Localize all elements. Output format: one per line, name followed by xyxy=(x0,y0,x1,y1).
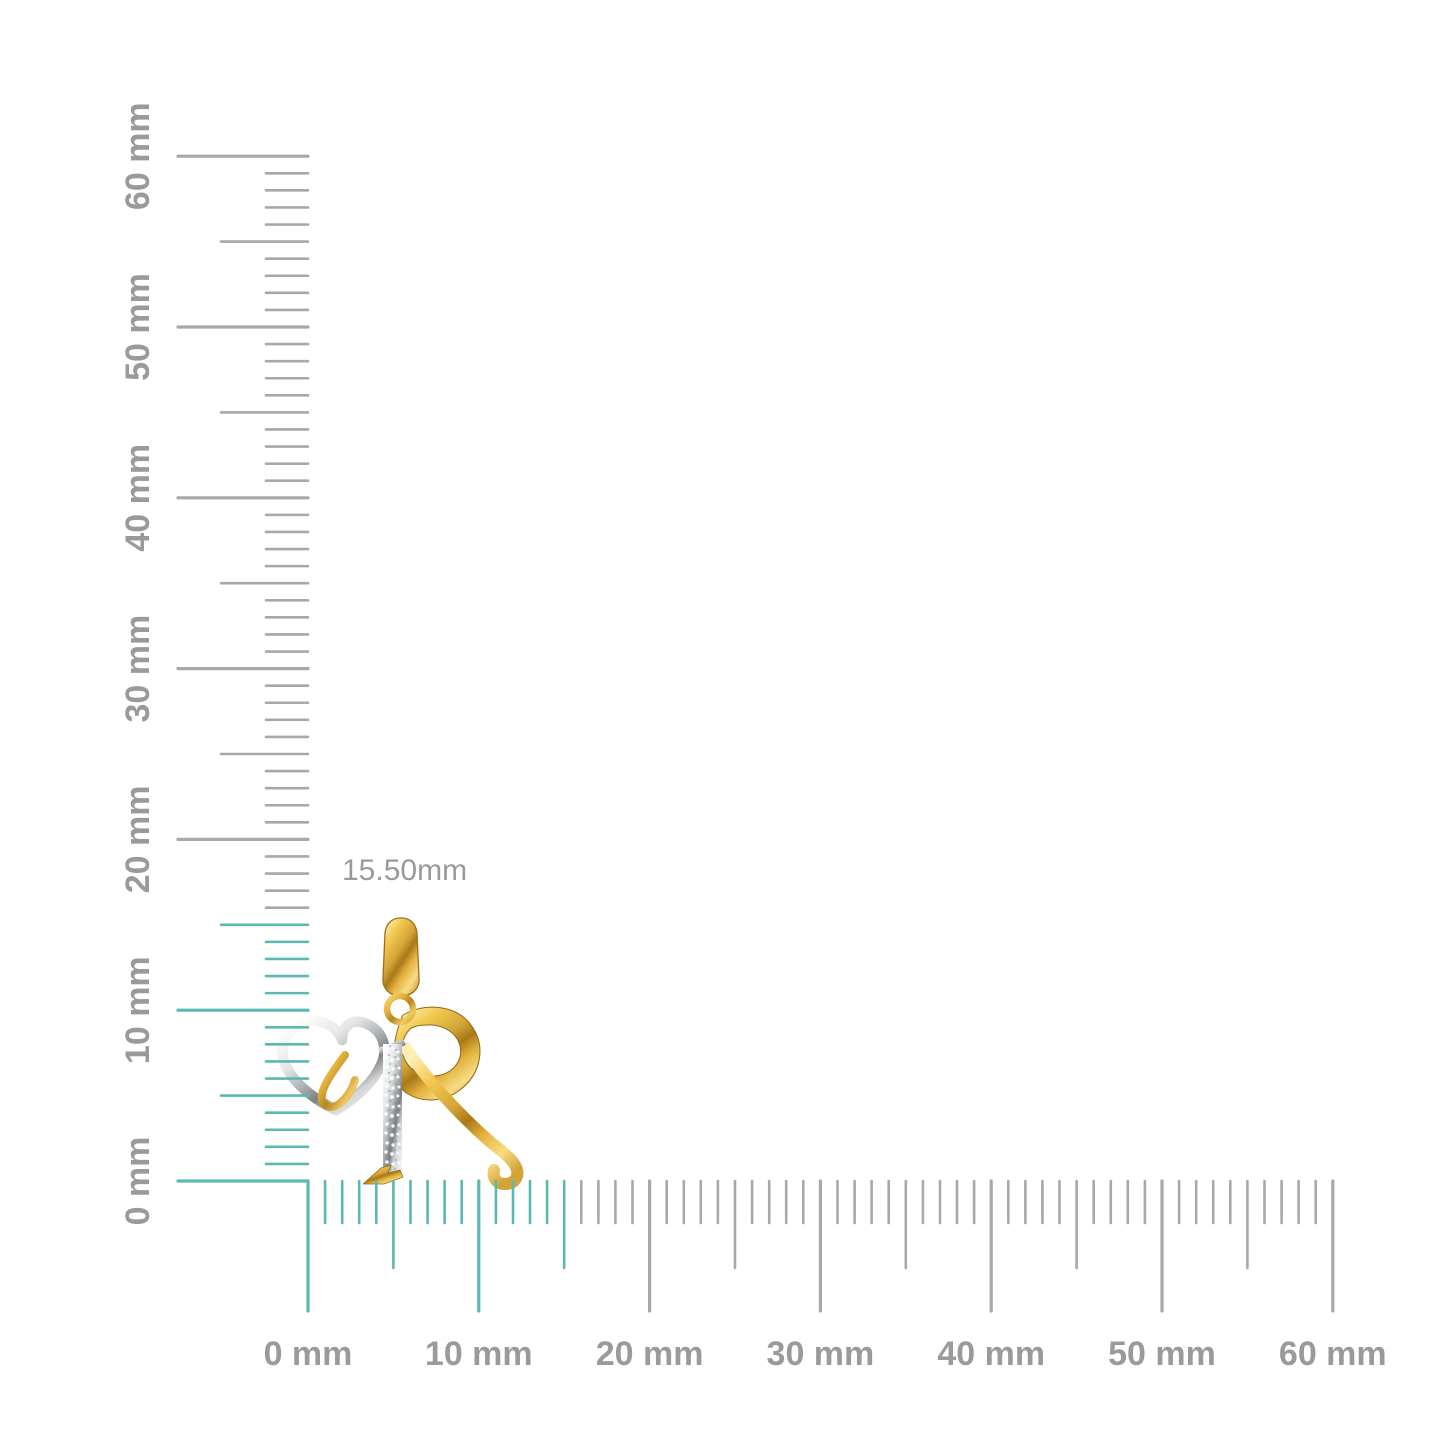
svg-text:10 mm: 10 mm xyxy=(425,1335,533,1373)
svg-text:15.50mm: 15.50mm xyxy=(342,854,467,887)
svg-text:20 mm: 20 mm xyxy=(119,786,157,894)
svg-text:40 mm: 40 mm xyxy=(119,444,157,552)
svg-text:30 mm: 30 mm xyxy=(767,1335,875,1373)
svg-text:50 mm: 50 mm xyxy=(1108,1335,1216,1373)
svg-text:60 mm: 60 mm xyxy=(119,102,157,210)
svg-text:20 mm: 20 mm xyxy=(596,1335,704,1373)
svg-text:10 mm: 10 mm xyxy=(119,956,157,1064)
svg-text:30 mm: 30 mm xyxy=(119,615,157,723)
svg-text:0 mm: 0 mm xyxy=(119,1137,157,1226)
svg-text:50 mm: 50 mm xyxy=(119,273,157,381)
svg-text:60 mm: 60 mm xyxy=(1279,1335,1387,1373)
svg-text:0 mm: 0 mm xyxy=(264,1335,353,1373)
svg-text:40 mm: 40 mm xyxy=(937,1335,1045,1373)
